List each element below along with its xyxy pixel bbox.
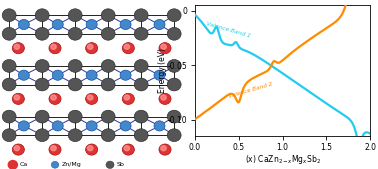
Circle shape (68, 59, 82, 72)
Text: Valence Band 2: Valence Band 2 (228, 81, 273, 99)
Circle shape (51, 146, 56, 151)
Circle shape (167, 129, 181, 142)
Circle shape (122, 144, 135, 155)
Circle shape (85, 43, 98, 54)
Circle shape (68, 9, 82, 22)
Circle shape (68, 110, 82, 123)
Circle shape (18, 70, 29, 80)
Text: Sb: Sb (116, 162, 124, 167)
Circle shape (52, 70, 63, 80)
Circle shape (161, 44, 166, 49)
Circle shape (159, 43, 171, 54)
Circle shape (35, 27, 49, 40)
Circle shape (120, 19, 131, 30)
Circle shape (101, 129, 115, 142)
Circle shape (167, 27, 181, 40)
Circle shape (86, 70, 97, 80)
Circle shape (51, 161, 59, 168)
Y-axis label: Energy (eV): Energy (eV) (158, 48, 167, 93)
Circle shape (49, 43, 61, 54)
Circle shape (35, 59, 49, 72)
Circle shape (18, 121, 29, 131)
Circle shape (85, 144, 98, 155)
Circle shape (124, 146, 130, 151)
Circle shape (52, 121, 63, 131)
Circle shape (8, 161, 17, 169)
Circle shape (101, 78, 115, 91)
Circle shape (35, 78, 49, 91)
Circle shape (2, 129, 16, 142)
Circle shape (120, 70, 131, 80)
Circle shape (49, 144, 61, 155)
Circle shape (101, 27, 115, 40)
Circle shape (161, 146, 166, 151)
Circle shape (167, 59, 181, 72)
Circle shape (68, 78, 82, 91)
Circle shape (12, 43, 25, 54)
Circle shape (134, 110, 148, 123)
Circle shape (161, 95, 166, 100)
Circle shape (85, 93, 98, 104)
Circle shape (134, 129, 148, 142)
Text: Zn/Mg: Zn/Mg (61, 162, 81, 167)
Circle shape (2, 59, 16, 72)
Circle shape (35, 9, 49, 22)
Circle shape (159, 93, 171, 104)
Circle shape (12, 93, 25, 104)
Circle shape (101, 9, 115, 22)
Circle shape (12, 144, 25, 155)
Circle shape (122, 93, 135, 104)
Circle shape (14, 146, 20, 151)
Circle shape (87, 44, 93, 49)
Circle shape (167, 9, 181, 22)
Circle shape (51, 44, 56, 49)
Text: Ca: Ca (19, 162, 28, 167)
Circle shape (87, 146, 93, 151)
Circle shape (134, 27, 148, 40)
Text: Valence Band 1: Valence Band 1 (206, 21, 251, 39)
Circle shape (14, 95, 20, 100)
Circle shape (154, 70, 165, 80)
Circle shape (87, 95, 93, 100)
Circle shape (35, 110, 49, 123)
Circle shape (52, 19, 63, 30)
Circle shape (35, 129, 49, 142)
Circle shape (120, 121, 131, 131)
Circle shape (14, 44, 20, 49)
Circle shape (2, 110, 16, 123)
Circle shape (167, 110, 181, 123)
Circle shape (159, 144, 171, 155)
Circle shape (154, 19, 165, 30)
Circle shape (134, 9, 148, 22)
Circle shape (122, 43, 135, 54)
Circle shape (2, 27, 16, 40)
Circle shape (68, 27, 82, 40)
Circle shape (124, 95, 130, 100)
Circle shape (134, 78, 148, 91)
Circle shape (134, 59, 148, 72)
Circle shape (86, 19, 97, 30)
Circle shape (101, 110, 115, 123)
Circle shape (2, 78, 16, 91)
Circle shape (18, 19, 29, 30)
Circle shape (2, 9, 16, 22)
Circle shape (167, 78, 181, 91)
Circle shape (51, 95, 56, 100)
Circle shape (49, 93, 61, 104)
X-axis label: (x) CaZn$_{2-x}$Mg$_x$Sb$_2$: (x) CaZn$_{2-x}$Mg$_x$Sb$_2$ (245, 153, 321, 166)
Circle shape (101, 59, 115, 72)
Circle shape (86, 121, 97, 131)
Circle shape (124, 44, 130, 49)
Circle shape (106, 161, 114, 168)
Circle shape (154, 121, 165, 131)
Circle shape (68, 129, 82, 142)
